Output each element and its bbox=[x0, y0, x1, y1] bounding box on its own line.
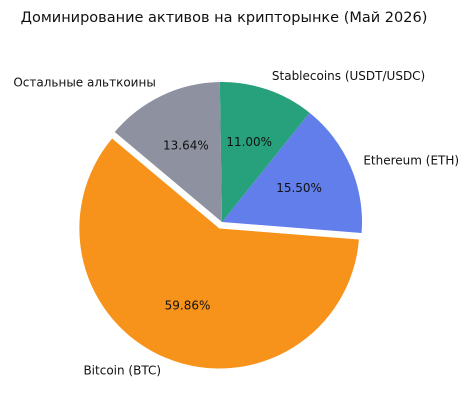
pie-slice bbox=[222, 112, 363, 233]
pie-slice bbox=[219, 82, 310, 222]
pct-label: 15.50% bbox=[276, 181, 322, 195]
slice-label: Остальные альткоины bbox=[13, 75, 155, 89]
pct-label: 11.00% bbox=[226, 135, 272, 149]
chart-title: Доминирование активов на крипторынке (Ма… bbox=[21, 10, 428, 26]
slice-label: Stablecoins (USDT/USDC) bbox=[272, 69, 425, 83]
slice-label: Ethereum (ETH) bbox=[363, 153, 459, 167]
pie-slice bbox=[114, 82, 222, 222]
pie-slice bbox=[79, 138, 359, 369]
pct-label: 59.86% bbox=[165, 299, 211, 313]
pct-label: 13.64% bbox=[163, 139, 209, 153]
slice-label: Bitcoin (BTC) bbox=[83, 364, 161, 378]
